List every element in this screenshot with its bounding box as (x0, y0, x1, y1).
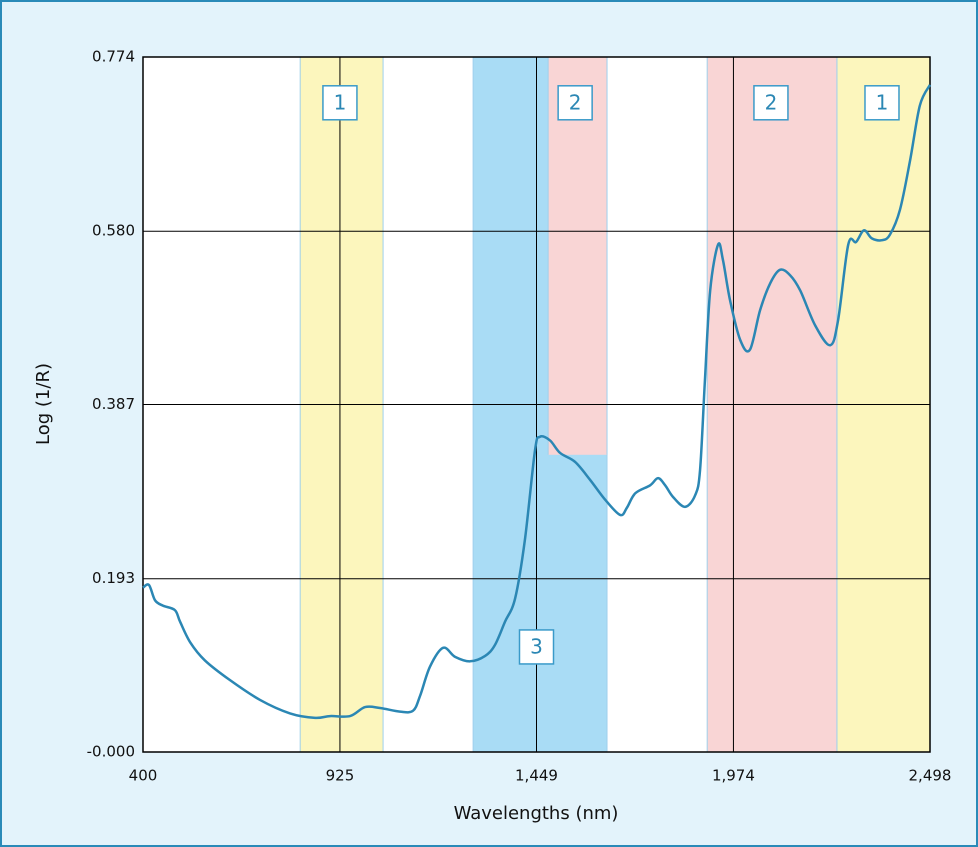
x-tick-label: 2,498 (909, 767, 952, 785)
x-tick-label: 400 (129, 767, 158, 785)
band-label: 1 (876, 90, 889, 114)
band-label-box (518, 629, 555, 665)
y-tick-label: 0.387 (92, 395, 135, 413)
band-label-box (864, 85, 900, 121)
y-tick-label: 0.193 (92, 569, 135, 587)
band-label-box (322, 85, 358, 121)
x-tick-label: 925 (326, 767, 355, 785)
plot-border (142, 56, 931, 753)
band-label: 3 (530, 634, 543, 658)
x-tick-label: 1,974 (712, 767, 755, 785)
band-label: 2 (569, 90, 582, 114)
band-label-box (753, 85, 789, 121)
x-tick-label: 1,449 (515, 767, 558, 785)
band (548, 57, 608, 455)
x-axis-title: Wavelengths (nm) (454, 803, 619, 824)
spectrum-line (142, 84, 932, 720)
band-label-box (557, 85, 593, 121)
y-tick-label: 0.580 (92, 222, 135, 240)
band-label: 2 (765, 90, 778, 114)
y-tick-label: -0.000 (87, 743, 135, 761)
y-tick-label: 0.774 (92, 48, 135, 66)
y-axis-title: Log (1/R) (33, 363, 54, 445)
band-label: 1 (334, 90, 347, 114)
